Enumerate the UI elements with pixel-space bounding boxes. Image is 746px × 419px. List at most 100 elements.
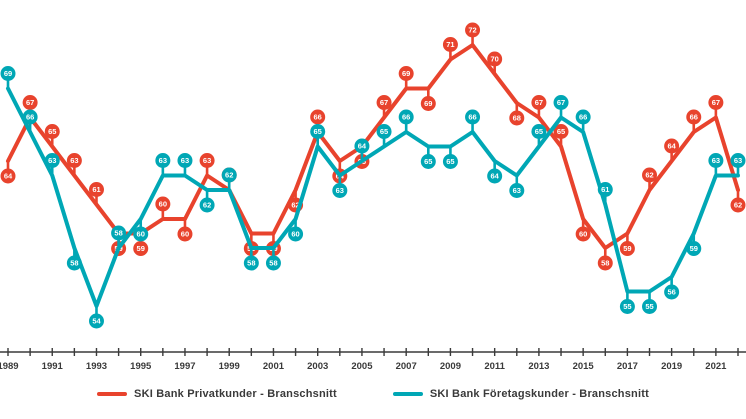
marker-circle <box>686 241 702 256</box>
marker-value-label: 63 <box>712 156 720 165</box>
marker-circle <box>111 225 127 241</box>
data-point-marker: 66 <box>686 109 702 132</box>
marker-value-label: 62 <box>203 201 211 210</box>
marker-value-label: 65 <box>535 127 543 136</box>
data-point-marker: 72 <box>465 22 481 45</box>
data-point-marker: 56 <box>664 277 680 300</box>
marker-value-label: 61 <box>92 185 100 194</box>
marker-value-label: 63 <box>336 186 344 195</box>
marker-value-label: 55 <box>623 302 631 311</box>
x-axis-tick-label: 2019 <box>661 361 682 372</box>
marker-value-label: 60 <box>181 230 189 239</box>
data-point-marker: 63 <box>66 153 82 176</box>
marker-value-label: 63 <box>181 156 189 165</box>
x-axis-tick-label: 1989 <box>0 361 19 372</box>
marker-circle <box>155 196 171 212</box>
marker-circle <box>155 153 171 168</box>
data-point-marker: 65 <box>531 124 547 147</box>
x-axis-tick-label: 2015 <box>573 361 595 372</box>
legend-item-privatkunder: SKI Bank Privatkunder - Branschsnitt <box>97 388 337 400</box>
marker-value-label: 59 <box>623 244 631 253</box>
data-point-marker: 64 <box>0 161 16 184</box>
data-point-marker: 64 <box>354 138 370 161</box>
marker-value-label: 59 <box>690 244 698 253</box>
x-axis: 1989 1991 1993 1995 1997 1999 2001 2003 2005 2007… <box>0 348 746 372</box>
marker-value-label: 63 <box>734 156 742 165</box>
data-point-marker: 61 <box>88 182 104 205</box>
marker-value-label: 62 <box>734 201 742 210</box>
marker-circle <box>22 109 38 125</box>
marker-value-label: 66 <box>579 113 587 122</box>
series-privatkunder: 6467656361595960606362595962666465676969… <box>0 22 746 271</box>
foretagskunder-line-swatch-icon <box>392 392 423 396</box>
data-point-marker: 64 <box>487 161 503 184</box>
marker-circle <box>664 284 680 300</box>
data-point-marker: 63 <box>509 175 525 198</box>
marker-circle <box>44 124 60 139</box>
legend-label-foretagskunder: SKI Bank Företagskunder - Branschsnitt <box>429 388 649 400</box>
marker-value-label: 58 <box>114 229 122 238</box>
marker-circle <box>177 226 193 242</box>
marker-circle <box>664 138 680 154</box>
data-point-marker: 67 <box>708 95 724 118</box>
data-point-marker: 55 <box>642 291 658 314</box>
marker-circle <box>221 167 237 183</box>
marker-value-label: 65 <box>314 127 322 136</box>
marker-circle <box>0 168 16 184</box>
data-point-marker: 66 <box>398 109 414 132</box>
marker-circle <box>597 182 613 197</box>
marker-value-label: 58 <box>247 259 255 268</box>
marker-circle <box>354 138 370 154</box>
data-point-marker: 61 <box>597 182 613 205</box>
data-point-marker: 58 <box>111 225 127 248</box>
marker-circle <box>133 226 149 242</box>
marker-value-label: 64 <box>667 142 676 151</box>
marker-value-label: 69 <box>424 99 432 108</box>
marker-value-label: 71 <box>446 40 454 49</box>
x-axis-tick-label: 2007 <box>396 361 417 372</box>
marker-value-label: 69 <box>402 69 410 78</box>
legend-item-foretagskunder: SKI Bank Företagskunder - Branschsnitt <box>392 388 649 400</box>
data-point-marker: 58 <box>597 248 613 271</box>
marker-circle <box>199 153 215 168</box>
chart-canvas: 1989 1991 1993 1995 1997 1999 2001 2003 2005 2007… <box>0 22 746 372</box>
marker-value-label: 66 <box>468 113 476 122</box>
marker-circle <box>730 197 746 213</box>
x-axis-tick-label: 2013 <box>528 361 549 372</box>
marker-circle <box>420 154 436 169</box>
data-point-marker: 66 <box>465 109 481 132</box>
marker-circle <box>288 226 304 242</box>
marker-circle <box>487 51 503 67</box>
marker-circle <box>642 167 658 183</box>
marker-value-label: 60 <box>291 230 299 239</box>
marker-value-label: 63 <box>48 156 56 165</box>
marker-value-label: 63 <box>203 156 211 165</box>
data-point-marker: 62 <box>642 167 658 190</box>
marker-circle <box>597 255 613 271</box>
marker-value-label: 67 <box>380 98 388 107</box>
marker-value-label: 72 <box>468 26 476 35</box>
marker-value-label: 60 <box>137 230 145 239</box>
marker-value-label: 63 <box>70 156 78 165</box>
marker-circle <box>509 183 525 198</box>
data-point-marker: 69 <box>420 88 436 111</box>
marker-circle <box>376 124 392 139</box>
data-point-marker: 63 <box>155 153 171 176</box>
marker-value-label: 68 <box>513 114 521 123</box>
data-point-marker: 63 <box>199 153 215 176</box>
x-axis-tick-label: 1995 <box>130 361 152 372</box>
data-point-marker: 62 <box>221 167 237 190</box>
data-point-marker: 60 <box>177 219 193 242</box>
data-point-marker: 65 <box>442 146 458 169</box>
marker-circle <box>708 95 724 110</box>
marker-circle <box>88 313 104 329</box>
x-axis-tick-label: 2005 <box>351 361 373 372</box>
marker-circle <box>332 183 348 198</box>
data-point-marker: 59 <box>686 233 702 256</box>
data-point-marker: 66 <box>575 109 591 132</box>
marker-circle <box>442 37 458 52</box>
data-point-marker: 58 <box>243 248 259 271</box>
marker-circle <box>44 153 60 168</box>
marker-circle <box>619 241 635 256</box>
data-point-marker: 58 <box>265 248 281 271</box>
